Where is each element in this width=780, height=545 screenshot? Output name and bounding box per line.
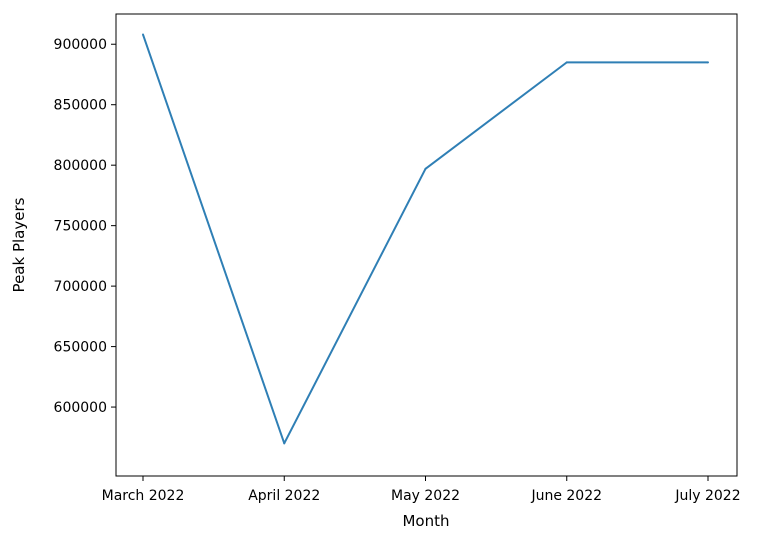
y-tick-label: 800000	[54, 158, 107, 174]
x-tick-label: April 2022	[248, 488, 320, 504]
x-tick-label: July 2022	[674, 488, 740, 504]
x-axis: March 2022 April 2022 May 2022 June 2022 Jul…	[102, 476, 741, 504]
data-point	[283, 442, 286, 445]
y-axis-title: Peak Players	[10, 197, 28, 292]
y-tick-label: 750000	[54, 219, 107, 235]
plot-area	[115, 13, 738, 477]
x-tick-label: June 2022	[530, 488, 602, 504]
x-tick-label: May 2022	[391, 488, 460, 504]
x-axis-title: Month	[402, 512, 449, 530]
x-tick-label: March 2022	[102, 488, 185, 504]
series-layer	[142, 33, 709, 445]
y-tick-label: 850000	[54, 98, 107, 114]
y-tick-label: 700000	[54, 279, 107, 295]
data-point	[142, 33, 144, 36]
data-point	[424, 167, 427, 170]
y-tick-label: 650000	[54, 340, 107, 356]
y-axis: 600000 650000 700000 750000 800000 850000 9000…	[54, 37, 116, 416]
data-point	[707, 61, 709, 64]
y-tick-label: 900000	[54, 37, 107, 53]
data-point	[565, 61, 568, 64]
y-tick-label: 600000	[54, 400, 107, 416]
